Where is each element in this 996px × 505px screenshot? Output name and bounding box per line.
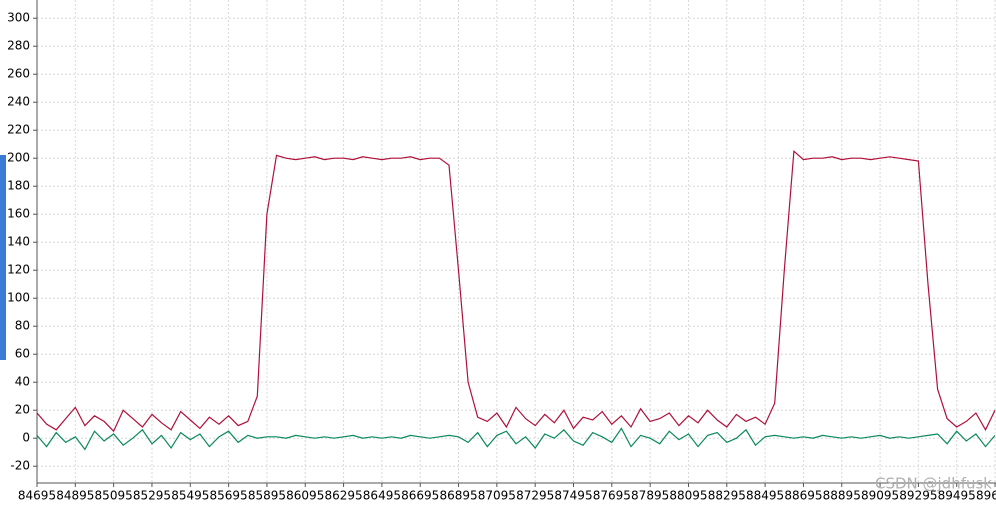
x-tick-label: 88295 [708, 489, 746, 503]
x-tick-label: 89295 [899, 489, 937, 503]
series-line [36, 149, 996, 433]
y-tick-label: 280 [7, 39, 30, 53]
y-tick-label: 60 [15, 347, 30, 361]
y-tick-label: 180 [7, 179, 30, 193]
x-tick-label: 86495 [363, 489, 401, 503]
x-tick-label: 85095 [95, 489, 133, 503]
x-tick-label: 88095 [669, 489, 707, 503]
y-tick-label: 160 [7, 207, 30, 221]
y-tick-label: 120 [7, 263, 30, 277]
x-tick-label: 89095 [861, 489, 899, 503]
y-tick-label: 40 [15, 375, 30, 389]
scroll-handle[interactable] [0, 155, 6, 360]
x-tick-label: 88695 [784, 489, 822, 503]
x-tick-label: 87895 [631, 489, 669, 503]
y-tick-label: 100 [7, 291, 30, 305]
series-line [36, 427, 996, 451]
y-tick-label: 300 [7, 11, 30, 25]
x-tick-label: 87495 [554, 489, 592, 503]
x-tick-label: 88495 [746, 489, 784, 503]
x-tick-label: 86295 [324, 489, 362, 503]
y-tick-label: 140 [7, 235, 30, 249]
x-tick-label: 86695 [401, 489, 439, 503]
y-tick-label: 0 [22, 431, 30, 445]
y-tick-label: 200 [7, 151, 30, 165]
y-tick-label: 260 [7, 67, 30, 81]
x-tick-label: 86895 [439, 489, 477, 503]
watermark: CSDN @jdhfusk [875, 475, 992, 493]
x-tick-label: 87695 [593, 489, 631, 503]
x-tick-label: 89695 [976, 489, 996, 503]
x-tick-label: 87095 [478, 489, 516, 503]
x-tick-label: 85895 [248, 489, 286, 503]
x-tick-label: 84895 [56, 489, 94, 503]
x-tick-label: 89495 [938, 489, 976, 503]
x-tick-label: 84695 [18, 489, 56, 503]
y-tick-label: 220 [7, 123, 30, 137]
y-tick-label: -20 [10, 459, 30, 473]
x-tick-label: 85695 [210, 489, 248, 503]
x-tick-label: 88895 [823, 489, 861, 503]
x-tick-label: 85295 [133, 489, 171, 503]
y-tick-label: 80 [15, 319, 30, 333]
y-tick-label: 20 [15, 403, 30, 417]
x-tick-label: 86095 [286, 489, 324, 503]
y-tick-label: 240 [7, 95, 30, 109]
x-tick-label: 85495 [171, 489, 209, 503]
x-tick-label: 87295 [516, 489, 554, 503]
